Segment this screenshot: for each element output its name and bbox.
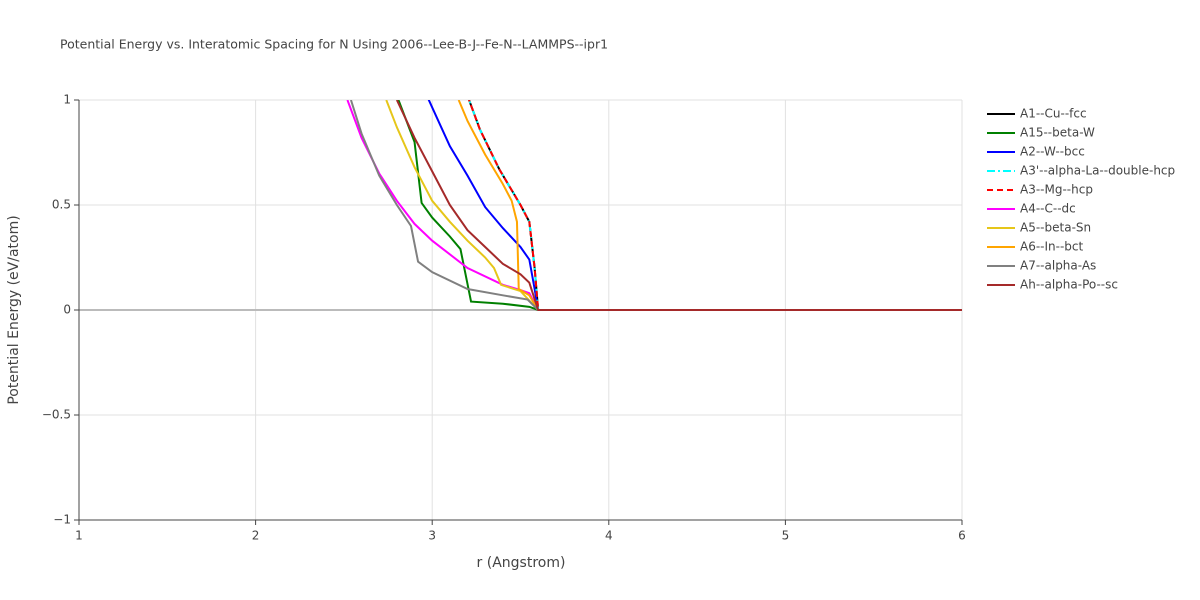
legend-label: A3--Mg--hcp — [1020, 183, 1093, 197]
legend-label: A4--C--dc — [1020, 202, 1076, 216]
x-tick-label: 3 — [428, 529, 436, 543]
legend-label: A2--W--bcc — [1020, 145, 1085, 159]
x-tick-label: 5 — [782, 529, 790, 543]
x-tick-label: 6 — [958, 529, 966, 543]
legend-label: A6--In--bct — [1020, 240, 1084, 254]
series-line — [385, 100, 962, 311]
y-tick-label: 1 — [63, 93, 71, 107]
x-tick-label: 2 — [252, 529, 260, 543]
series-line — [397, 100, 962, 311]
series-line — [467, 100, 962, 311]
series-line — [467, 100, 962, 311]
chart-title: Potential Energy vs. Interatomic Spacing… — [60, 37, 608, 52]
legend-label: A7--alpha-As — [1020, 259, 1096, 273]
series-line — [395, 100, 962, 311]
legend-label: A5--beta-Sn — [1020, 221, 1091, 235]
legend-label: A1--Cu--fcc — [1020, 107, 1087, 121]
y-tick-label: −1 — [53, 513, 71, 527]
y-tick-label: 0 — [63, 303, 71, 317]
series-line — [467, 100, 962, 311]
series-line — [350, 100, 962, 311]
series-line — [457, 100, 962, 311]
y-tick-label: −0.5 — [42, 408, 71, 422]
plot-area — [346, 100, 962, 311]
legend-label: A15--beta-W — [1020, 126, 1095, 140]
y-axis-title: Potential Energy (eV/atom) — [6, 215, 22, 404]
y-tick-label: 0.5 — [52, 198, 71, 212]
x-tick-label: 1 — [75, 529, 83, 543]
x-axis-title: r (Angstrom) — [477, 555, 566, 571]
series-line — [427, 100, 962, 311]
legend-label: A3'--alpha-La--double-hcp — [1020, 164, 1175, 178]
x-tick-label: 4 — [605, 529, 613, 543]
legend-label: Ah--alpha-Po--sc — [1020, 278, 1118, 292]
